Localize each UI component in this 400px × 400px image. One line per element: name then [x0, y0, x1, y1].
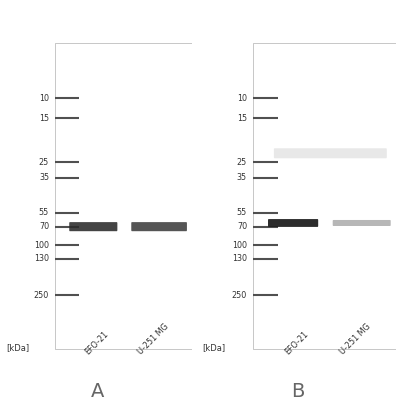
Text: U-251 MG: U-251 MG [136, 322, 170, 357]
Text: 35: 35 [39, 173, 49, 182]
FancyBboxPatch shape [69, 222, 117, 231]
Text: 130: 130 [232, 254, 247, 263]
Text: [kDa]: [kDa] [6, 343, 29, 352]
Text: 35: 35 [237, 173, 247, 182]
Text: EFO-21: EFO-21 [283, 330, 310, 357]
Text: [kDa]: [kDa] [202, 343, 225, 352]
Text: 100: 100 [232, 240, 247, 250]
FancyBboxPatch shape [333, 220, 391, 226]
Text: B: B [291, 382, 305, 400]
Text: U-251 MG: U-251 MG [338, 322, 372, 357]
Text: 250: 250 [34, 291, 49, 300]
Text: 55: 55 [39, 208, 49, 217]
Bar [253, 43, 396, 349]
Text: 130: 130 [34, 254, 49, 263]
FancyBboxPatch shape [268, 219, 318, 227]
Text: 70: 70 [39, 222, 49, 231]
Text: 15: 15 [237, 114, 247, 123]
Bar [55, 43, 192, 349]
Text: 15: 15 [39, 114, 49, 123]
Text: 55: 55 [237, 208, 247, 217]
Text: 10: 10 [39, 94, 49, 103]
Text: 25: 25 [39, 158, 49, 167]
Text: 100: 100 [34, 240, 49, 250]
Text: 10: 10 [237, 94, 247, 103]
FancyBboxPatch shape [131, 222, 187, 231]
Text: 70: 70 [237, 222, 247, 231]
Text: 250: 250 [232, 291, 247, 300]
Text: EFO-21: EFO-21 [83, 330, 110, 357]
Text: 25: 25 [237, 158, 247, 167]
Text: A: A [91, 382, 105, 400]
FancyBboxPatch shape [274, 148, 387, 158]
